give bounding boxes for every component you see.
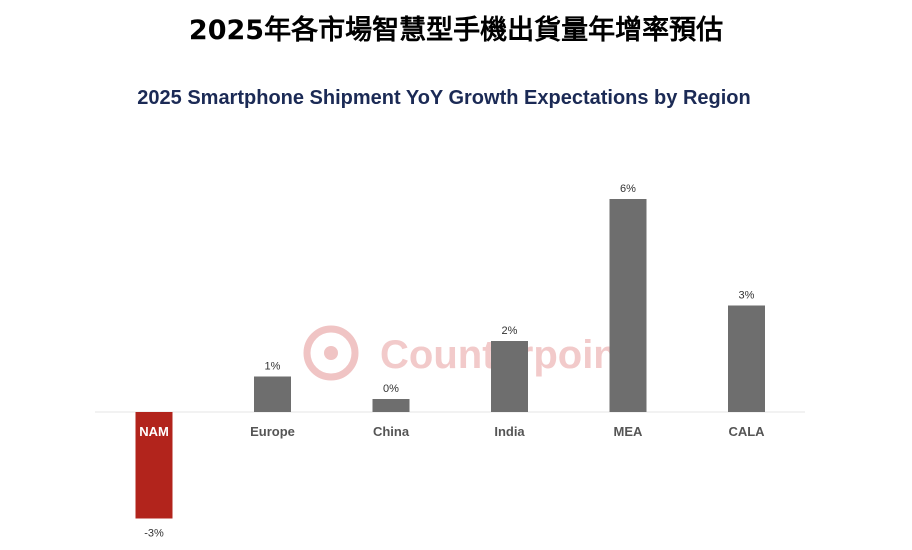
bar-europe xyxy=(254,376,291,412)
value-label-europe: 1% xyxy=(265,361,281,373)
bar-india xyxy=(491,341,528,412)
bars-group xyxy=(135,199,765,519)
chart-area: Counterpoint 2025 Smartphone Shipment Yo… xyxy=(0,60,912,546)
value-label-nam: -3% xyxy=(144,528,164,540)
category-label-nam: NAM xyxy=(139,424,169,439)
category-label-cala: CALA xyxy=(728,424,765,439)
value-label-mea: 6% xyxy=(620,183,636,195)
category-label-mea: MEA xyxy=(614,424,644,439)
chart-title: 2025 Smartphone Shipment YoY Growth Expe… xyxy=(137,87,750,109)
bar-cala xyxy=(728,305,765,412)
watermark-logo-dot xyxy=(324,346,338,360)
value-label-cala: 3% xyxy=(739,290,755,302)
category-label-india: India xyxy=(494,424,525,439)
bar-china xyxy=(372,399,410,412)
value-label-china: 0% xyxy=(383,383,399,395)
watermark: Counterpoint xyxy=(303,325,631,381)
category-label-china: China xyxy=(373,424,410,439)
category-label-europe: Europe xyxy=(250,424,295,439)
value-label-india: 2% xyxy=(502,325,518,337)
bar-chart: Counterpoint 2025 Smartphone Shipment Yo… xyxy=(95,87,805,540)
page-title: 2025年各市場智慧型手機出貨量年增率預估 xyxy=(188,15,724,46)
bar-nam xyxy=(135,412,173,519)
watermark-logo-ring xyxy=(303,325,359,381)
labels-group: -3% NAM 1% Europe 0% China 2% India 6% MEA 3% CALA xyxy=(139,183,765,540)
bar-mea xyxy=(609,199,647,412)
